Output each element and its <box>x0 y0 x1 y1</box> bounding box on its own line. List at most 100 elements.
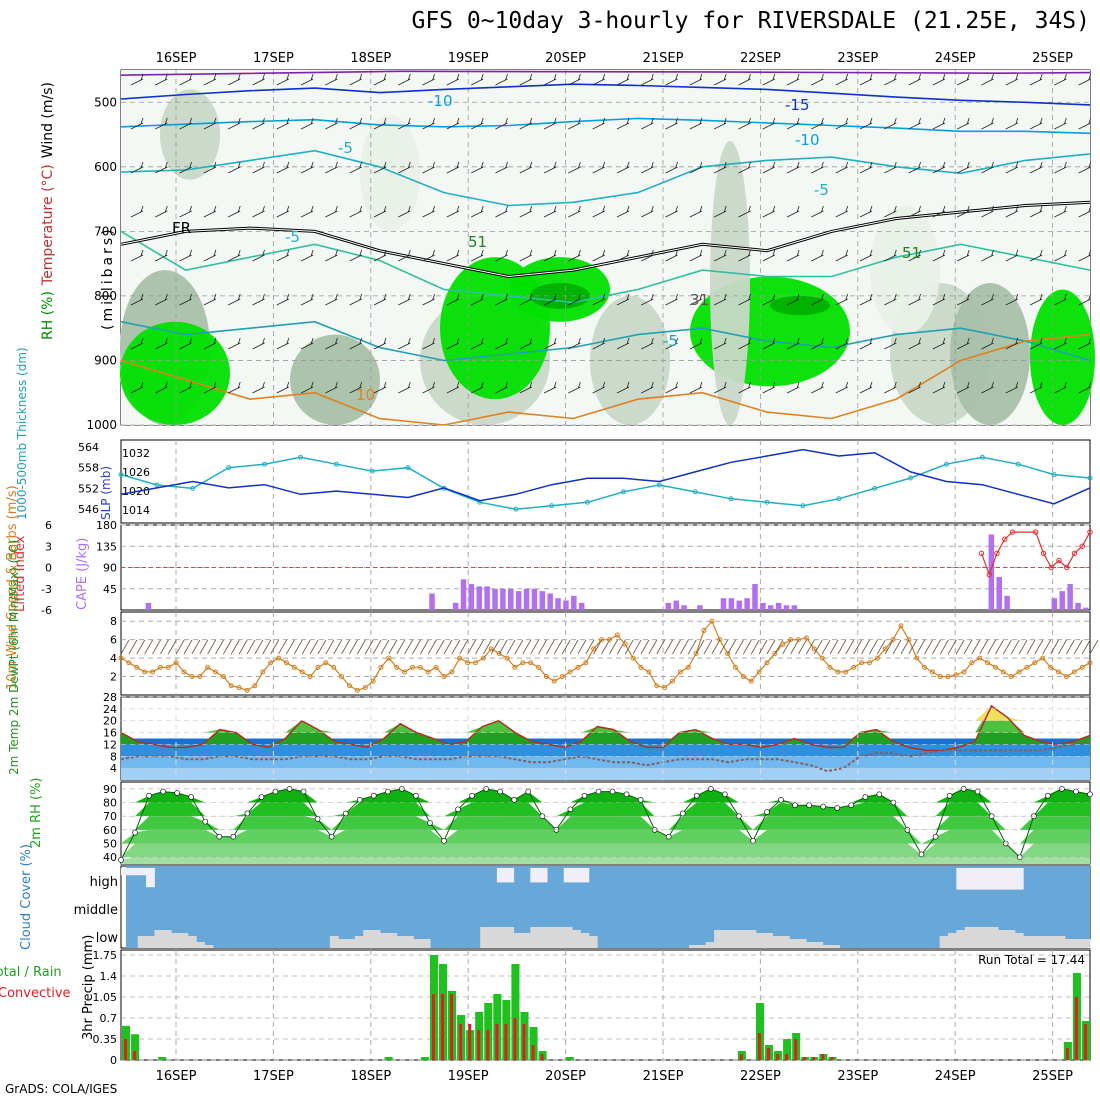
ytick-cape-90: 90 <box>103 562 117 575</box>
cape-bar <box>752 584 758 610</box>
rh-point <box>1087 791 1093 798</box>
wind-barb <box>665 161 678 174</box>
wind-point <box>1032 660 1038 666</box>
wind-barb-10m <box>995 639 1004 655</box>
cape-bar <box>531 588 538 610</box>
wind-barb-10m <box>916 639 926 655</box>
cloud-high-bar <box>973 868 982 890</box>
panel-frame-thick <box>120 439 1091 524</box>
rh-point <box>216 833 223 840</box>
wind-barb <box>616 293 630 306</box>
wind-barb <box>665 205 678 218</box>
wind-barb <box>179 117 192 130</box>
wind-point <box>780 641 786 647</box>
wind-barb-10m <box>372 639 382 655</box>
wind-barb <box>252 337 265 350</box>
cloud-low-bar <box>354 936 364 948</box>
contour-label: -5 <box>814 181 829 199</box>
wind-barb <box>859 381 873 394</box>
wind-barb-10m <box>845 639 855 655</box>
wind-barb <box>422 73 435 86</box>
wind-point <box>1008 674 1014 680</box>
cloud-low-bar <box>179 933 189 948</box>
ytick-temp-4: 4 <box>110 762 117 775</box>
wind-barb <box>908 205 921 218</box>
wind-barb <box>179 293 192 306</box>
rh-point <box>230 833 237 840</box>
rh-shade-9 <box>770 295 830 316</box>
upper-ylabel-text: RH (%) Temperature (°C) Wind (m/s) <box>40 82 56 340</box>
thickness-point <box>154 482 160 488</box>
cloud-high-bar <box>146 868 155 888</box>
wind-point <box>339 674 345 680</box>
rh-band-40 <box>121 857 1090 864</box>
wind-barb <box>252 205 265 218</box>
wind-barb <box>349 337 363 350</box>
rh-point <box>202 818 209 825</box>
precip-convective-bar <box>468 1024 472 1060</box>
wind-barb <box>373 205 387 218</box>
rh-point <box>385 788 391 795</box>
thickness-point <box>513 506 519 512</box>
cloud-low-bar <box>981 927 991 948</box>
wind-barb <box>835 73 849 86</box>
xtick-bottom-17SEP: 17SEP <box>253 1069 294 1084</box>
precip-convective-bar <box>495 1024 499 1060</box>
wind-barb <box>762 249 776 262</box>
wind-barb <box>689 161 703 174</box>
cloud-low-bar <box>755 933 765 948</box>
ytick-rh-50: 50 <box>103 838 117 851</box>
xtick-bottom-24SEP: 24SEP <box>935 1069 976 1084</box>
wind-barb <box>519 73 533 86</box>
wind-barb <box>300 293 314 306</box>
wind-barb <box>1078 205 1092 218</box>
wind-barb-10m <box>813 639 823 655</box>
wind-barb <box>616 117 630 130</box>
wind-barb <box>957 205 970 218</box>
wind-barb <box>714 73 727 86</box>
rh-point <box>820 803 826 810</box>
cape-bar <box>783 605 790 610</box>
wind-barb-10m <box>656 639 666 655</box>
wind-barb <box>811 337 824 350</box>
wind-barb-10m <box>939 639 949 655</box>
freezing-level-inner <box>120 201 1091 278</box>
wind-barb <box>228 205 241 218</box>
wind-point <box>591 646 597 652</box>
wind-barb <box>155 249 168 262</box>
wind-barb-10m <box>766 639 776 655</box>
cape-bar <box>555 598 561 610</box>
wind-barb <box>616 205 630 218</box>
wind-barb <box>471 381 484 394</box>
contour-label: -10 <box>795 131 820 149</box>
cloud-low-bar <box>521 933 531 948</box>
wind-barb <box>568 337 581 350</box>
wind-barb <box>543 293 557 306</box>
wind-barb <box>495 117 508 130</box>
wind-barb <box>130 205 144 218</box>
wind-barb <box>155 337 168 350</box>
wind-point <box>1071 669 1077 675</box>
wind-point <box>740 674 746 680</box>
wind-barb <box>714 161 727 174</box>
wind-point <box>756 669 762 675</box>
wind-barb-10m <box>758 639 768 655</box>
wind-point <box>425 669 431 675</box>
cloud-low-bar <box>973 927 982 948</box>
thickness-point <box>1051 472 1057 478</box>
rh-point <box>665 833 672 840</box>
cape-bar <box>563 600 569 610</box>
rh-shade-11 <box>950 283 1030 425</box>
wind-barb <box>932 205 946 218</box>
wind-barb-10m <box>341 639 350 655</box>
wind-point <box>480 655 486 661</box>
ytick-precip-0.35: 0.35 <box>93 1033 118 1046</box>
wind-barb-10m <box>1010 639 1020 655</box>
xtick-bottom-18SEP: 18SEP <box>350 1069 391 1084</box>
cloud-high-bar <box>989 868 999 890</box>
wind-barb <box>592 249 606 262</box>
precip-convective-bar <box>513 1018 517 1060</box>
wind-barb <box>300 337 314 350</box>
precip-ylabel: 3hr Precip (mm) <box>81 935 96 1040</box>
